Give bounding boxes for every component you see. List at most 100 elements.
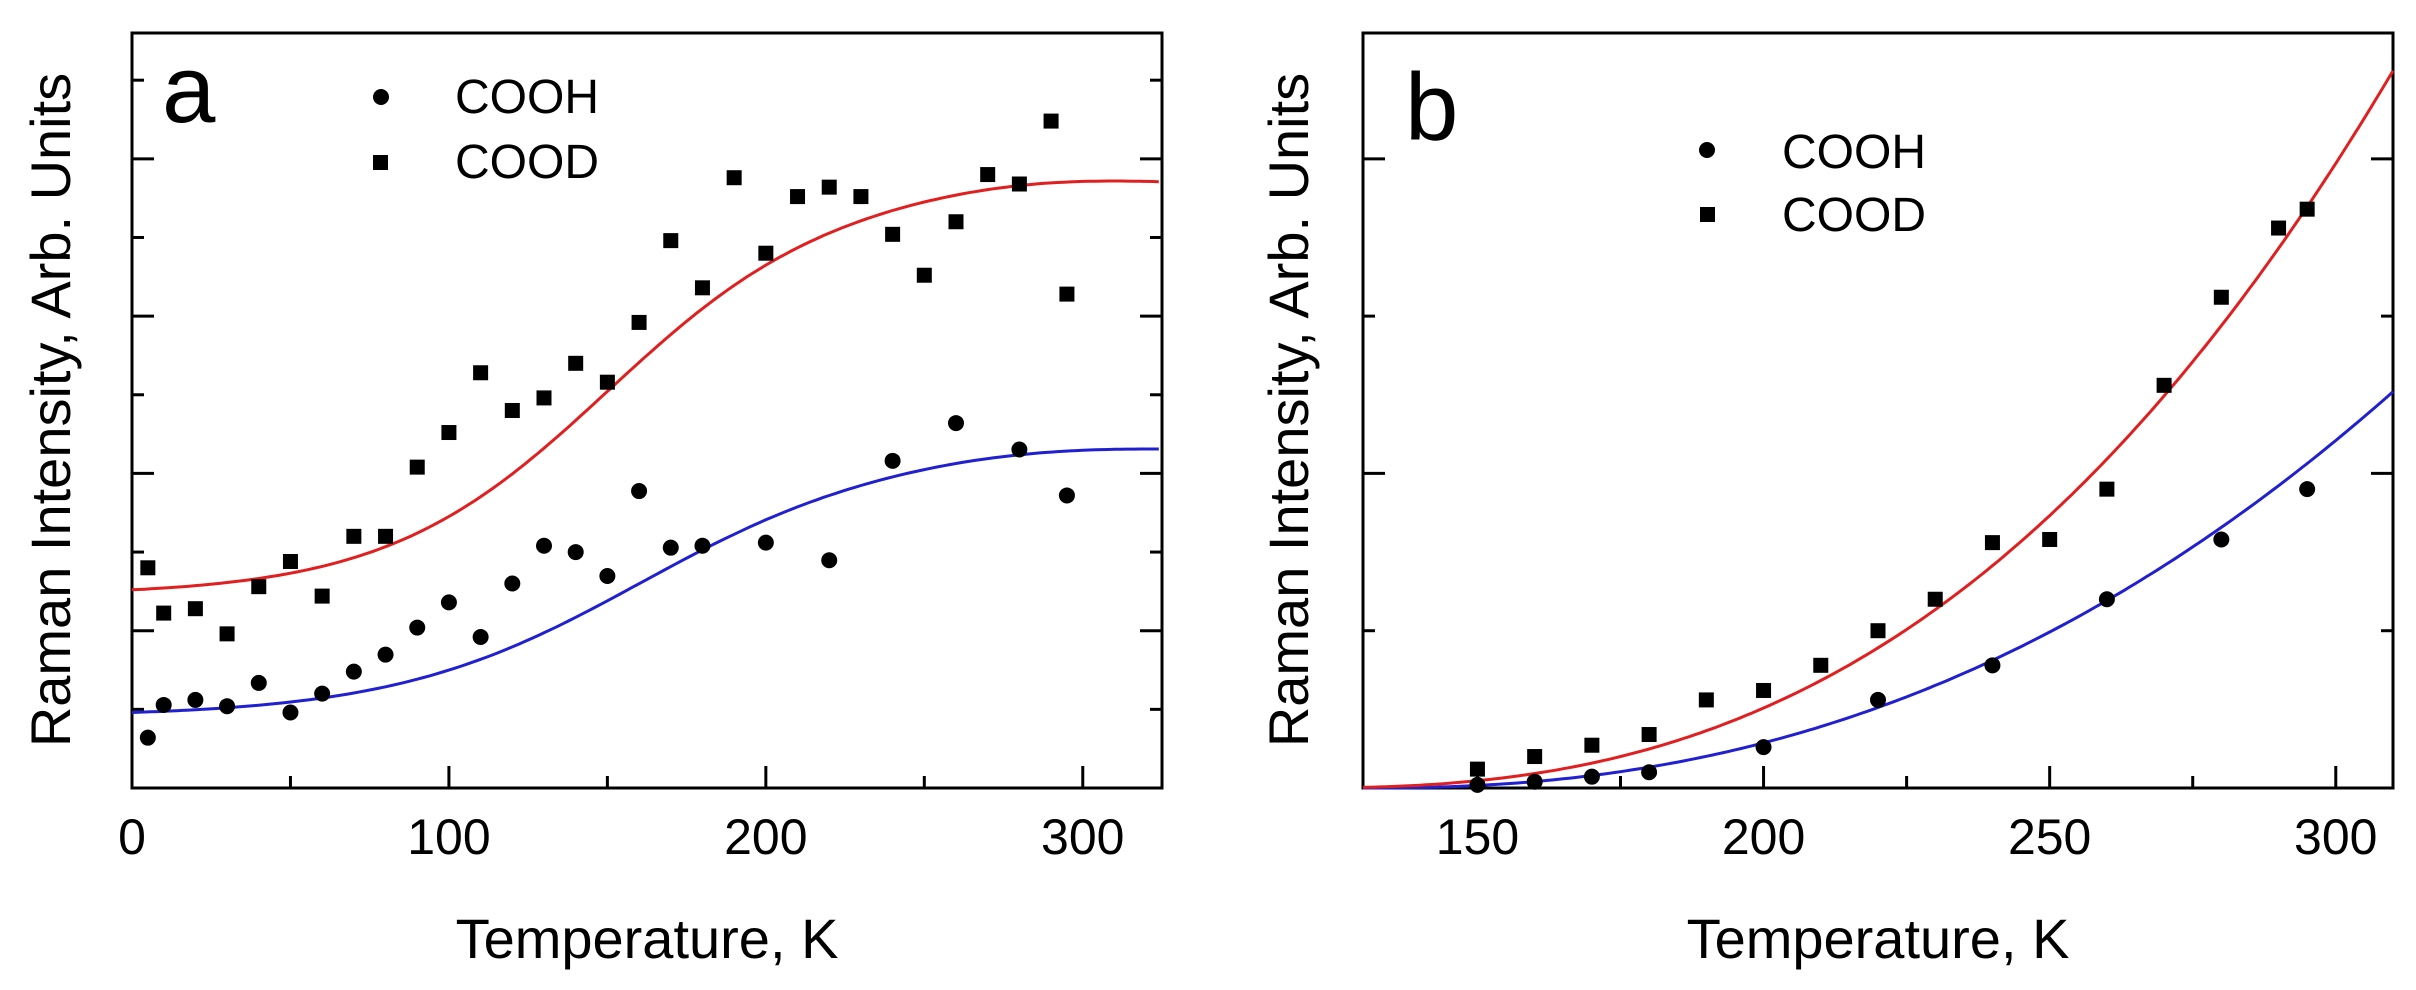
panel-a-point-cood <box>916 267 932 283</box>
panel-a-point-cooh <box>187 691 204 708</box>
panel-b-point-cood <box>1527 749 1543 765</box>
panel-a-point-cooh <box>409 619 426 636</box>
panel-a-point-cood <box>821 179 837 195</box>
panel-a-point-cooh <box>757 534 774 551</box>
panel-b-point-cood <box>1813 657 1829 673</box>
panel-a-ticks: 0 100 200 300 <box>118 78 1162 865</box>
panel-b-point-cooh <box>1984 657 2001 674</box>
panel-a-point-cood <box>853 189 869 205</box>
panel-b-ticks: 150 200 250 300 <box>1363 157 2393 865</box>
panel-a-point-cooh <box>1058 487 1075 504</box>
panel-a-x-tick-label: 100 <box>407 809 490 865</box>
panel-a-point-cooh <box>472 629 489 645</box>
panel-a-point-cood <box>187 601 203 617</box>
panel-b-point-cooh <box>2213 531 2230 548</box>
panel-a-point-cood <box>1043 113 1059 129</box>
panel-b-point-cooh <box>1583 768 1600 785</box>
panel-b-point-cood <box>2099 481 2115 497</box>
panel-b-point-cood <box>2271 220 2287 236</box>
panel-b-point-cood <box>1756 682 1772 698</box>
panel-b-point-cooh <box>1755 739 1772 756</box>
panel-a-point-cooh <box>599 567 616 584</box>
panel-b-point-cood <box>1984 535 2000 551</box>
panel-b-legend-cooh-marker <box>1699 142 1715 158</box>
panel-b-point-cood <box>2299 201 2315 217</box>
panel-b-x-tick-label: 200 <box>1722 809 1805 865</box>
panel-a-point-cood <box>536 390 552 406</box>
panel-a-point-cood <box>663 233 679 249</box>
panel-a-point-cood <box>631 314 647 330</box>
panel-a-point-cooh <box>250 674 267 691</box>
panel-a-point-cood <box>473 365 489 381</box>
panel-a-legend-cooh-label: COOH <box>455 71 599 124</box>
panel-a: 0 100 200 300 a COOH COOD Temperature, K Ra… <box>19 31 1164 970</box>
panel-a-point-cood <box>885 226 901 242</box>
panel-b-point-cood <box>1698 692 1714 708</box>
panel-a-point-cood <box>1059 286 1075 302</box>
panel-a-point-cood <box>251 579 267 595</box>
panel-a-point-cood <box>346 528 362 544</box>
panel-b-point-cood <box>1927 591 1943 607</box>
panel-a-legend-cood-label: COOD <box>455 136 599 189</box>
panel-b-y-axis-title: Raman Intensity, Arb. Units <box>1257 73 1320 747</box>
panel-b-point-cooh <box>2299 481 2316 498</box>
panel-b-letter: b <box>1405 54 1458 161</box>
panel-b-point-cooh <box>1641 764 1658 781</box>
panel-a-fits <box>131 179 1159 714</box>
panel-a-point-cooh <box>219 698 236 715</box>
panel-a-point-cooh <box>314 685 331 702</box>
panel-a-x-tick-label: 0 <box>118 809 146 865</box>
panel-b-point-cood <box>1641 727 1657 743</box>
panel-b-point-cood <box>1870 623 1886 639</box>
panel-a-y-axis-title: Raman Intensity, Arb. Units <box>19 73 82 747</box>
panel-b-fit-cood <box>1362 70 2395 789</box>
panel-b-point-cood <box>2156 377 2172 393</box>
panel-b-frame <box>1361 31 2395 790</box>
panel-b-legend-cood-marker <box>1700 207 1715 222</box>
panel-b-legend-cooh-label: COOH <box>1782 126 1926 179</box>
panel-b: 150 200 250 300 b COOH COOD Temperature, K … <box>1257 31 2395 970</box>
panel-a-frame <box>130 31 1164 790</box>
panel-a-point-cooh <box>694 537 711 554</box>
panel-a-point-cooh <box>440 594 457 611</box>
panel-a-legend: COOH COOD <box>373 71 599 189</box>
panel-b-x-axis-title: Temperature, K <box>1687 907 2070 970</box>
panel-b-legend: COOH COOD <box>1699 126 1926 242</box>
panel-a-legend-cooh-marker <box>373 89 389 105</box>
panel-a-point-cooh <box>662 539 679 556</box>
panel-a-point-cood <box>409 459 425 475</box>
panel-a-point-cood <box>282 554 298 569</box>
panel-b-points <box>1469 201 2316 793</box>
panel-b-point-cood <box>1469 761 1485 777</box>
panel-b-point-cooh <box>1526 773 1543 790</box>
panel-b-legend-cood-label: COOD <box>1782 189 1926 242</box>
panel-a-point-cooh <box>504 575 521 592</box>
panel-a-point-cooh <box>948 415 964 432</box>
panel-a-point-cood <box>219 626 235 642</box>
panel-a-x-tick-label: 200 <box>724 809 807 865</box>
panel-a-point-cood <box>378 528 394 544</box>
panel-a-point-cooh <box>345 663 362 680</box>
panel-a-point-cooh <box>567 544 584 561</box>
panel-b-point-cooh <box>2098 591 2115 608</box>
panel-a-point-cood <box>948 214 964 230</box>
panel-a-point-cood <box>599 374 615 390</box>
panel-a-point-cood <box>504 403 520 418</box>
panel-a-point-cood <box>1011 176 1027 192</box>
panel-a-point-cooh <box>377 646 394 663</box>
panel-a-point-cood <box>790 189 806 205</box>
panel-b-x-tick-label: 300 <box>2294 809 2377 865</box>
panel-a-point-cooh <box>536 537 552 554</box>
panel-a-x-axis-title: Temperature, K <box>456 907 839 970</box>
panel-a-point-cooh <box>821 552 838 569</box>
panel-a-point-cooh <box>282 704 299 721</box>
panel-a-point-cooh <box>884 452 901 469</box>
panel-a-point-cooh <box>139 729 156 746</box>
panel-a-point-cood <box>568 355 584 371</box>
panel-b-point-cooh <box>1469 776 1486 793</box>
panel-a-fit-cood <box>131 179 1159 592</box>
panel-b-x-tick-label: 150 <box>1436 809 1519 865</box>
panel-b-point-cood <box>2042 531 2058 547</box>
